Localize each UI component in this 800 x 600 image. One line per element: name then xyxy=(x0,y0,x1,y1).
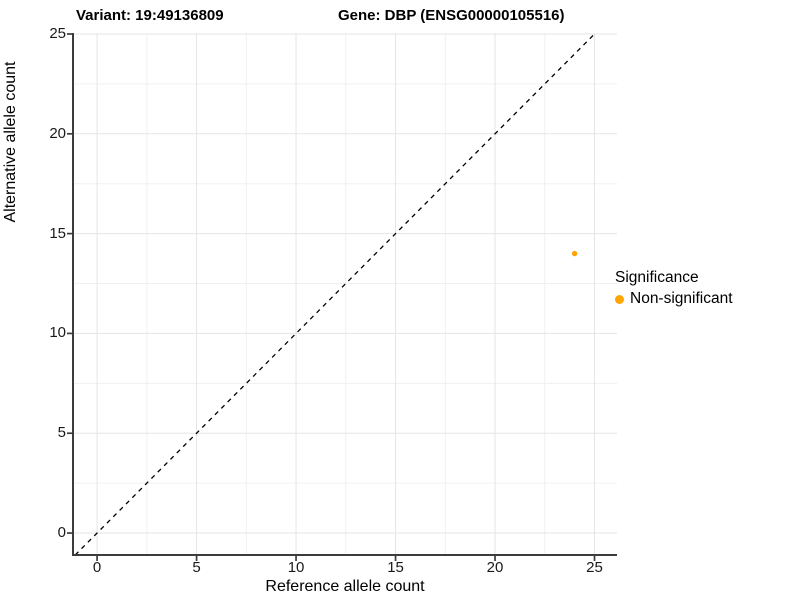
x-tick-label: 10 xyxy=(276,559,316,577)
x-tick-label: 20 xyxy=(475,559,515,577)
legend-item: Non-significant xyxy=(615,290,733,308)
y-tick-label: 0 xyxy=(36,524,66,542)
y-axis-title: Alternative allele count xyxy=(2,62,20,223)
scatter-plot-figure: Variant: 19:49136809 Gene: DBP (ENSG0000… xyxy=(0,0,800,600)
legend-title: Significance xyxy=(615,269,733,287)
x-axis-title: Reference allele count xyxy=(73,578,617,596)
legend-item-label: Non-significant xyxy=(630,290,733,308)
y-tick-label: 10 xyxy=(36,324,66,342)
y-tick-label: 20 xyxy=(36,125,66,143)
x-tick-label: 25 xyxy=(575,559,615,577)
identity-dashed-line xyxy=(75,33,595,555)
y-tick-label: 5 xyxy=(36,424,66,442)
x-tick-label: 15 xyxy=(376,559,416,577)
data-point xyxy=(572,251,577,256)
y-tick-label: 15 xyxy=(36,225,66,243)
legend: Significance Non-significant xyxy=(615,269,733,308)
x-tick-label: 0 xyxy=(77,559,117,577)
x-tick-label: 5 xyxy=(177,559,217,577)
legend-point-icon xyxy=(615,295,624,304)
y-tick-label: 25 xyxy=(36,25,66,43)
